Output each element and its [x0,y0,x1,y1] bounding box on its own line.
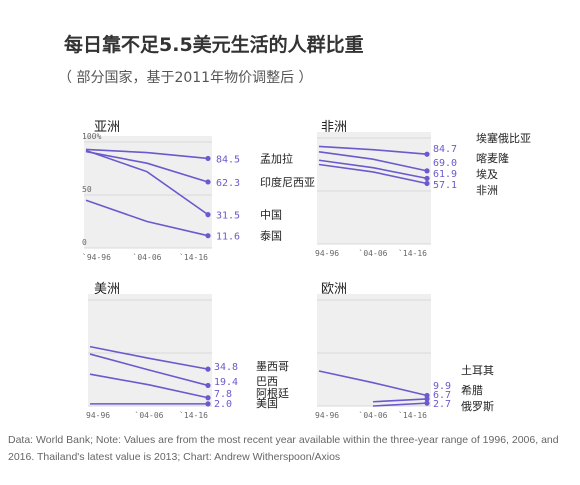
series-name-label: 孟加拉 [260,151,293,165]
x-tick-label: `14-16 [398,248,427,258]
series-end-point [205,382,211,389]
x-tick-label: 94-96 [315,411,339,420]
data-label: 19.4 [214,377,238,388]
series-name-label: 希腊 [461,383,483,397]
data-label: 84.5 [216,154,240,165]
line-chart: 94-96 `04-06 `14-16 84.7 埃塞俄比亚 69.0 喀麦隆 61.9 埃及 5… [315,131,531,258]
series-name-label: 喀麦隆 [476,151,509,165]
data-label: 7.8 [214,389,232,400]
series-line [85,150,209,183]
panel-africa: 非洲 94-96 `04-06 `14-16 84.7 埃塞俄比亚 69.0 喀麦隆 61.9 埃… [313,116,563,261]
series-end-point [205,212,211,218]
line-chart: 94-96 `04-06 `14-16 9.9 土耳其 6.7 希腊 2.7 俄罗斯 [315,294,494,420]
x-tick-label: `04-06 [359,410,388,420]
series-end-point [424,180,430,187]
series-name-label: 中国 [260,209,282,222]
chart-title: 每日靠不足5.5美元生活的人群比重 [64,34,364,56]
x-tick-label: `14-16 [398,410,427,420]
series-line [85,199,209,237]
series-end-point [205,155,211,162]
series-line [318,159,428,180]
series-name-label: 埃及 [476,167,498,181]
panel-asia: 亚洲 100% 50 0 `94-96 `04-06 `14-16 84.5 孟加拉 62.3 印度… [82,116,315,262]
series-line [318,163,428,185]
series-line [318,145,428,156]
line-chart: 100% 50 0 `94-96 `04-06 `14-16 84.5 孟加拉 62.3 印度尼西… [82,132,315,262]
data-label: 6.7 [433,390,451,401]
series-name-label: 巴西 [256,375,278,388]
series-end-point [424,400,430,406]
series-name-label: 印度尼西亚 [260,175,315,189]
series-name-label: 美国 [256,397,278,410]
series-name-label: 土耳其 [461,364,494,377]
series-line [89,353,209,387]
plot-background [317,294,431,406]
series-end-point [424,151,430,157]
series-line [318,150,428,172]
x-tick-label: 94-96 [315,249,339,258]
x-tick-label: 94-96 [86,411,110,420]
series-name-label: 非洲 [476,184,498,197]
series-line [89,373,209,399]
line-chart: 94-96 `04-06 `14-16 34.8 墨西哥 19.4 巴西 7.8 阿根廷 2.0 美… [86,294,289,420]
panel-americas: 美洲 94-96 `04-06 `14-16 34.8 墨西哥 19.4 巴西 7.8 阿根廷 2.… [84,278,294,423]
source-note: Data: World Bank; Note: Values are from … [8,434,559,463]
x-tick-label: `04-06 [359,248,388,258]
data-label: 2.0 [214,399,232,410]
series-end-point [205,395,211,401]
panel-europe: 欧洲 94-96 `04-06 `14-16 9.9 土耳其 6.7 希腊 2.7 俄罗斯 [313,278,563,423]
panel-title: 亚洲 [94,120,121,135]
series-line [318,370,428,397]
series-line [85,148,209,160]
y-tick-label: 50 [82,185,92,194]
series-end-point [205,179,211,185]
series-end-point [205,401,211,407]
data-label: 57.1 [433,180,457,191]
x-tick-label: `94-96 [82,252,111,262]
panel-title: 欧洲 [321,282,348,297]
series-line [85,149,209,216]
series-end-point [205,366,211,372]
series-end-point [424,396,430,402]
series-name-label: 俄罗斯 [461,400,494,413]
data-label: 31.5 [216,211,240,222]
panel-title: 美洲 [94,282,121,297]
y-tick-label: 0 [82,238,87,247]
data-label: 61.9 [433,169,457,180]
data-label: 11.6 [216,232,240,243]
series-name-label: 墨西哥 [256,360,289,373]
series-end-point [205,233,211,239]
data-label: 9.9 [433,381,451,392]
x-tick-label: `04-06 [135,410,164,420]
plot-background [317,132,431,244]
x-tick-label: `04-06 [133,252,162,262]
x-tick-label: `14-16 [179,252,208,262]
series-name-label: 泰国 [260,229,282,243]
data-label: 2.7 [433,399,451,410]
panel-title: 非洲 [321,120,348,135]
chart-subtitle: （ 部分国家，基于2011年物价调整后 ） [58,70,313,86]
series-end-point [424,175,430,181]
series-end-point [424,168,430,174]
data-label: 34.8 [214,362,238,373]
series-name-label: 埃塞俄比亚 [476,131,531,145]
series-line [89,345,209,370]
data-label: 69.0 [433,158,457,169]
y-tick-label: 100% [82,132,101,141]
series-name-label: 阿根廷 [256,386,289,400]
series-line [372,402,428,407]
x-tick-label: `14-16 [179,410,208,420]
data-label: 84.7 [433,144,457,155]
data-label: 62.3 [216,178,240,189]
series-line [372,398,428,403]
